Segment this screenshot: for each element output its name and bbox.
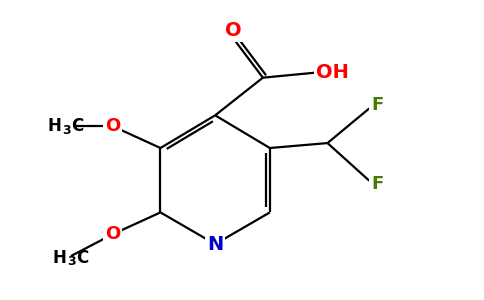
Text: OH: OH bbox=[316, 63, 349, 82]
Text: C: C bbox=[71, 117, 83, 135]
Text: H: H bbox=[47, 117, 61, 135]
Text: H: H bbox=[52, 249, 66, 267]
Text: 3: 3 bbox=[67, 256, 76, 268]
Text: O: O bbox=[225, 21, 242, 40]
Text: O: O bbox=[105, 117, 121, 135]
Text: 3: 3 bbox=[62, 124, 71, 137]
Text: N: N bbox=[207, 235, 223, 254]
Text: F: F bbox=[371, 96, 383, 114]
Text: C: C bbox=[76, 249, 88, 267]
Text: F: F bbox=[371, 175, 383, 193]
Text: O: O bbox=[105, 225, 121, 243]
